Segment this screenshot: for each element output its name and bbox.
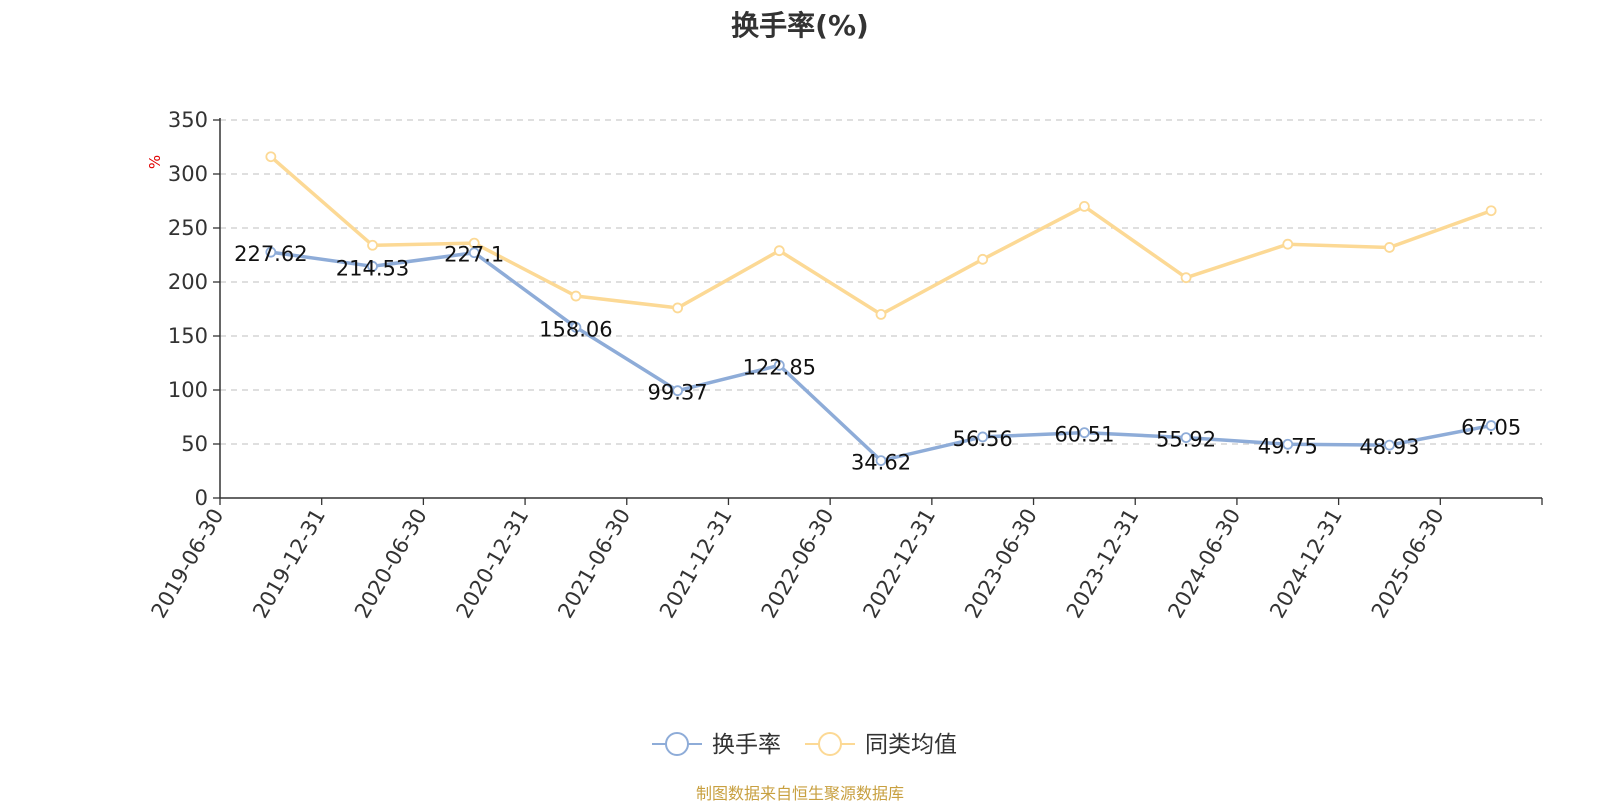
data-point-turnover bbox=[570, 321, 582, 333]
x-tick-label: 2020-12-31 bbox=[452, 505, 534, 623]
data-label: 67.05 bbox=[1461, 416, 1521, 440]
x-tick-label: 2024-06-30 bbox=[1163, 505, 1245, 623]
data-point-turnover bbox=[1282, 438, 1294, 450]
data-point-turnover bbox=[265, 246, 277, 258]
data-point-peer-average bbox=[1384, 242, 1395, 253]
x-tick-label: 2020-06-30 bbox=[350, 505, 432, 623]
x-tick-label: 2022-12-31 bbox=[858, 505, 940, 623]
data-point-turnover bbox=[672, 385, 684, 397]
data-label: 227.62 bbox=[234, 242, 307, 266]
data-point-peer-average bbox=[367, 239, 378, 251]
x-tick-label: 2019-06-30 bbox=[147, 505, 229, 623]
data-label: 122.85 bbox=[743, 355, 816, 379]
y-tick-label: 300 bbox=[168, 162, 208, 186]
x-tick-label: 2023-12-31 bbox=[1062, 505, 1144, 623]
data-point-peer-average bbox=[265, 151, 277, 163]
x-tick-label: 2021-12-31 bbox=[655, 505, 737, 623]
y-tick-label: 50 bbox=[181, 432, 208, 456]
legend-peer-average-marker bbox=[818, 732, 842, 756]
data-point-turnover bbox=[977, 431, 989, 443]
x-tick-label: 2021-06-30 bbox=[553, 505, 635, 623]
data-point-peer-average bbox=[875, 308, 887, 320]
data-point-peer-average bbox=[570, 290, 582, 302]
data-label: 99.37 bbox=[648, 381, 708, 405]
y-tick-label: 250 bbox=[168, 216, 208, 240]
data-point-peer-average bbox=[1180, 272, 1192, 284]
y-tick-label: 200 bbox=[168, 270, 208, 294]
data-label: 56.56 bbox=[953, 427, 1013, 451]
data-point-peer-average bbox=[1282, 238, 1294, 250]
y-tick-label: 150 bbox=[168, 324, 208, 348]
x-tick-label: 2025-06-30 bbox=[1367, 505, 1449, 623]
data-point-peer-average bbox=[1485, 205, 1497, 217]
series-line-turnover bbox=[270, 250, 1492, 463]
data-point-peer-average bbox=[672, 302, 684, 314]
legend-turnover-label: 换手率 bbox=[712, 732, 781, 758]
legend-turnover-marker bbox=[665, 732, 689, 756]
y-tick-label: 350 bbox=[168, 108, 208, 132]
x-tick-label: 2024-12-31 bbox=[1265, 505, 1347, 623]
x-tick-label: 2023-06-30 bbox=[960, 505, 1042, 623]
data-label: 48.93 bbox=[1359, 435, 1419, 459]
data-point-turnover bbox=[875, 455, 887, 467]
y-tick-label: 100 bbox=[168, 378, 208, 402]
data-label: 34.62 bbox=[851, 451, 911, 475]
y-axis-unit-label: % bbox=[146, 155, 164, 169]
data-point-turnover bbox=[773, 359, 785, 371]
data-point-turnover bbox=[367, 260, 378, 272]
data-point-turnover bbox=[1180, 432, 1192, 444]
chart-title: 换手率(%) bbox=[731, 9, 869, 42]
data-point-turnover bbox=[1384, 439, 1395, 451]
data-point-peer-average bbox=[1078, 200, 1090, 212]
y-tick-label: 0 bbox=[195, 486, 208, 510]
data-point-turnover bbox=[1078, 427, 1090, 439]
data-label: 60.51 bbox=[1054, 423, 1114, 447]
data-point-turnover bbox=[1485, 420, 1497, 431]
data-label: 49.75 bbox=[1258, 434, 1318, 458]
x-tick-label: 2022-06-30 bbox=[757, 505, 839, 623]
data-label: 158.06 bbox=[539, 317, 612, 341]
data-point-peer-average bbox=[773, 245, 785, 257]
data-label: 55.92 bbox=[1156, 428, 1216, 452]
series-line-peer-average bbox=[269, 155, 1492, 317]
data-point-turnover bbox=[468, 247, 480, 259]
legend-peer-average-label: 同类均值 bbox=[865, 732, 957, 758]
data-label: 227.1 bbox=[444, 243, 504, 267]
source-note: 制图数据来自恒生聚源数据库 bbox=[695, 784, 904, 803]
data-point-peer-average bbox=[977, 253, 989, 265]
x-tick-label: 2019-12-31 bbox=[248, 505, 330, 623]
data-label: 214.53 bbox=[336, 256, 409, 280]
